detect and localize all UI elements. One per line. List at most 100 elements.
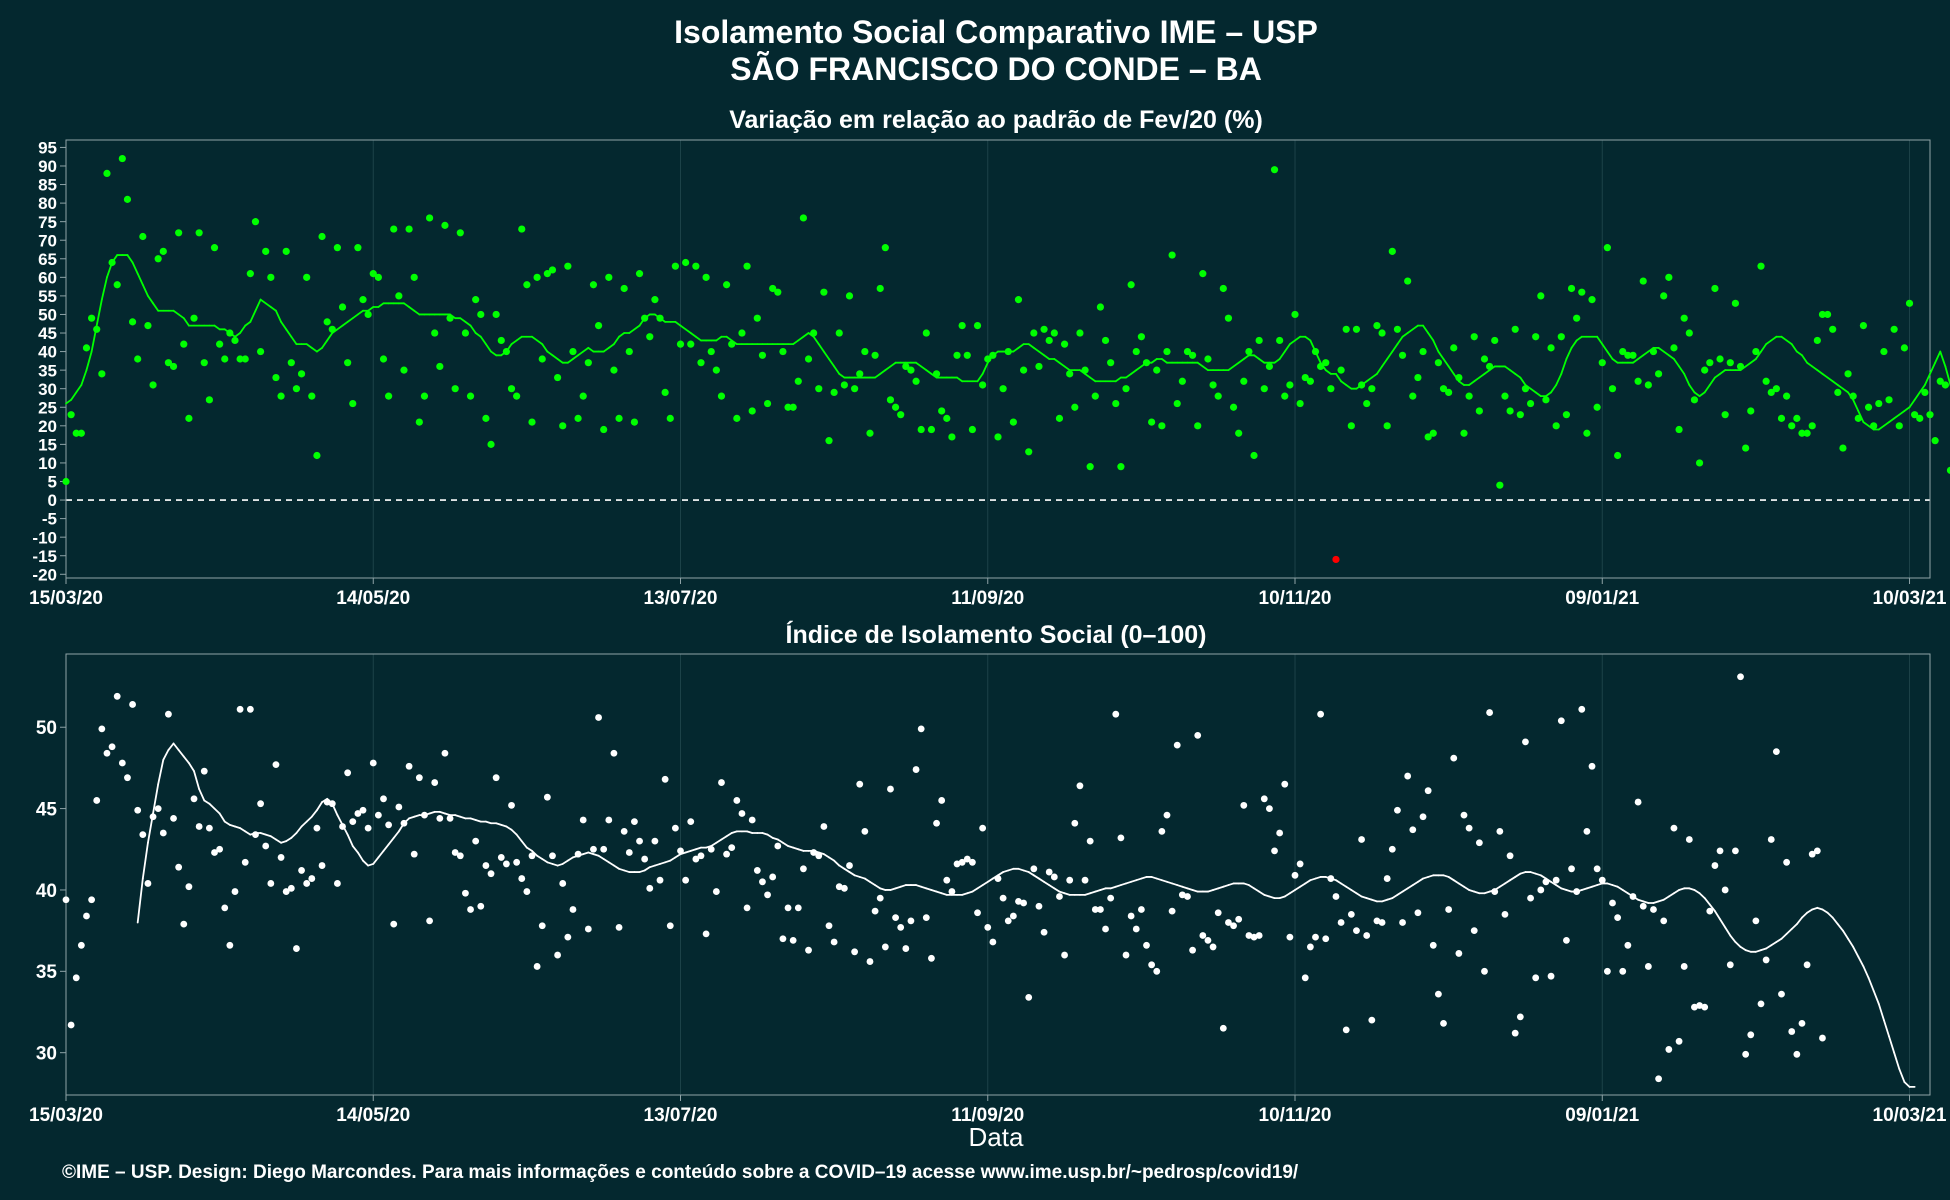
- moving-average-segment: [1698, 391, 1706, 398]
- data-point: [1148, 961, 1156, 969]
- moving-average-segment: [1294, 885, 1302, 891]
- data-point: [1839, 444, 1847, 452]
- data-point: [308, 392, 316, 400]
- moving-average-segment: [305, 343, 313, 349]
- data-point: [256, 347, 265, 356]
- data-point: [1204, 937, 1212, 944]
- data-point: [1337, 919, 1345, 926]
- moving-average-segment: [1918, 384, 1926, 394]
- moving-average-segment: [1304, 335, 1312, 342]
- data-point: [472, 837, 480, 845]
- data-point: [1214, 909, 1222, 917]
- data-point: [1153, 366, 1161, 374]
- data-point: [349, 818, 357, 826]
- moving-average-segment: [1381, 358, 1389, 368]
- data-point: [1573, 888, 1581, 895]
- data-point: [922, 914, 930, 922]
- data-point: [1736, 362, 1745, 371]
- data-point: [1588, 296, 1596, 304]
- data-point: [564, 933, 572, 941]
- moving-average-segment: [254, 298, 262, 312]
- moving-average-segment: [341, 320, 349, 327]
- moving-average-segment: [1606, 350, 1614, 360]
- moving-average-segment: [408, 306, 416, 312]
- moving-average-segment: [1913, 391, 1921, 401]
- data-point: [1394, 806, 1401, 814]
- moving-average-segment: [1048, 884, 1056, 890]
- data-point: [958, 858, 966, 866]
- data-point: [718, 779, 725, 786]
- moving-average-segment: [602, 346, 610, 353]
- data-point: [420, 392, 429, 400]
- data-point: [1603, 244, 1611, 252]
- data-point: [912, 377, 920, 385]
- moving-average-segment: [141, 841, 149, 880]
- data-point: [1598, 359, 1606, 367]
- moving-average-segment: [1335, 879, 1342, 885]
- moving-average-segment: [1396, 335, 1404, 346]
- data-point: [426, 917, 433, 925]
- moving-average-segment: [300, 820, 308, 828]
- moving-average-segment: [817, 343, 825, 353]
- data-point: [482, 414, 490, 422]
- data-point: [984, 355, 992, 363]
- data-point: [77, 941, 85, 949]
- data-point: [620, 827, 628, 835]
- data-point: [1639, 277, 1647, 285]
- moving-average-segment: [1621, 889, 1629, 895]
- data-point: [313, 451, 321, 460]
- moving-average-segment: [1539, 874, 1547, 880]
- data-point: [287, 359, 295, 367]
- data-point: [973, 321, 982, 330]
- data-point: [231, 336, 239, 345]
- data-point: [344, 769, 352, 777]
- data-point: [497, 336, 505, 345]
- data-point: [1378, 919, 1386, 926]
- moving-average-segment: [1765, 339, 1773, 346]
- data-point: [958, 321, 966, 330]
- moving-average-segment: [1411, 324, 1419, 331]
- moving-average-segment: [1877, 1002, 1885, 1022]
- data-point: [1701, 366, 1709, 374]
- data-point: [835, 883, 843, 891]
- data-point: [421, 811, 428, 819]
- moving-average-segment: [1795, 916, 1803, 926]
- data-point: [892, 914, 899, 922]
- data-point: [933, 819, 940, 827]
- data-point: [154, 255, 162, 263]
- moving-average-segment: [182, 317, 190, 327]
- y-tick-label: 55: [38, 287, 57, 306]
- moving-average-segment: [213, 807, 221, 815]
- data-point: [533, 273, 541, 281]
- data-point: [840, 381, 848, 389]
- data-point: [277, 392, 285, 400]
- data-point: [1537, 886, 1545, 894]
- data-point: [671, 262, 679, 270]
- moving-average-segment: [1043, 354, 1051, 360]
- moving-average-segment: [1063, 365, 1071, 372]
- moving-average-segment: [1719, 918, 1727, 929]
- data-point: [794, 904, 802, 912]
- data-point: [1522, 738, 1529, 746]
- moving-average-segment: [1801, 911, 1808, 919]
- moving-average-segment: [694, 335, 702, 342]
- moving-average-segment: [766, 833, 774, 839]
- data-point: [963, 855, 971, 863]
- data-point: [1214, 392, 1222, 400]
- data-point: [871, 351, 879, 359]
- moving-average-segment: [1032, 346, 1040, 353]
- data-point: [354, 810, 362, 817]
- data-point: [897, 923, 905, 931]
- x-tick-label: 14/05/20: [336, 1105, 410, 1126]
- data-point: [902, 945, 910, 952]
- data-point: [1926, 411, 1934, 419]
- moving-average-segment: [884, 365, 892, 372]
- moving-average-segment: [1662, 895, 1670, 901]
- data-point: [282, 888, 290, 895]
- moving-average-segment: [1852, 946, 1860, 958]
- data-point: [1189, 946, 1196, 954]
- moving-average-segment: [1673, 358, 1680, 368]
- data-point: [712, 366, 720, 374]
- moving-average-segment: [1196, 361, 1204, 368]
- data-point: [851, 385, 859, 393]
